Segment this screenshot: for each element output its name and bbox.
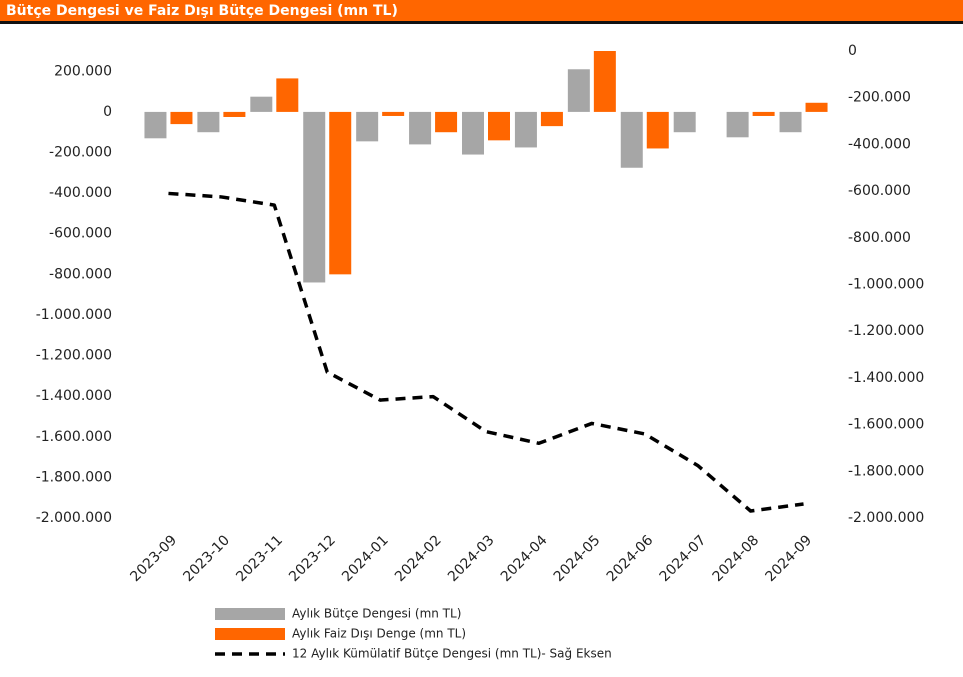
bar xyxy=(620,111,643,168)
y-tick-label: 0 xyxy=(103,104,112,120)
x-tick-label: 2024-04 xyxy=(498,532,551,585)
y2-tick-label: -1.000.000 xyxy=(848,277,924,293)
bar xyxy=(329,111,352,275)
x-tick-label: 2024-01 xyxy=(339,532,392,585)
y2-tick-label: -600.000 xyxy=(848,183,911,199)
y-tick-label: -1.200.000 xyxy=(36,348,112,364)
bar xyxy=(646,111,669,149)
y2-tick-label: -1.800.000 xyxy=(848,463,924,479)
bar xyxy=(488,111,510,141)
x-tick-label: 2024-09 xyxy=(763,532,816,585)
bar xyxy=(223,111,246,117)
x-tick-label: 2023-12 xyxy=(286,532,339,585)
y2-tick-label: 0 xyxy=(848,43,857,59)
y-tick-label: -200.000 xyxy=(49,145,112,161)
bar xyxy=(514,111,537,148)
y2-tick-label: -200.000 xyxy=(848,90,911,106)
x-tick-label: 2024-02 xyxy=(392,532,445,585)
y2-tick-label: -2.000.000 xyxy=(848,510,924,526)
y2-tick-label: -1.400.000 xyxy=(848,370,924,386)
y-tick-label: -1.400.000 xyxy=(36,388,112,404)
x-tick-label: 2024-07 xyxy=(657,532,710,585)
x-tick-label: 2024-05 xyxy=(551,532,604,585)
y-tick-label: -1.000.000 xyxy=(36,307,112,323)
bar xyxy=(435,111,458,133)
bar xyxy=(197,111,220,133)
bar xyxy=(303,111,326,283)
y-tick-label: -1.800.000 xyxy=(36,469,112,485)
line xyxy=(168,191,804,513)
bar xyxy=(170,111,193,125)
legend-swatch xyxy=(215,628,285,640)
bar xyxy=(752,111,775,116)
y-tick-label: 200.000 xyxy=(54,63,112,79)
legend-swatch xyxy=(215,608,285,620)
bar xyxy=(250,96,273,112)
bar xyxy=(356,111,379,142)
y2-tick-label: -400.000 xyxy=(848,136,911,152)
x-tick-label: 2024-03 xyxy=(445,532,498,585)
bar xyxy=(144,111,167,139)
chart-title: Bütçe Dengesi ve Faiz Dışı Bütçe Dengesi… xyxy=(6,3,398,19)
bar xyxy=(276,78,299,112)
y2-tick-label: -1.600.000 xyxy=(848,417,924,433)
bar xyxy=(673,111,696,133)
bar xyxy=(805,102,828,112)
legend-label: 12 Aylık Kümülatif Bütçe Dengesi (mn TL)… xyxy=(292,647,612,661)
x-tick-label: 2023-09 xyxy=(127,532,180,585)
title-rule xyxy=(0,21,963,24)
bar xyxy=(382,111,405,116)
y-tick-label: -800.000 xyxy=(49,266,112,282)
x-tick-label: 2023-10 xyxy=(180,532,233,585)
legend-label: Aylık Faiz Dışı Denge (mn TL) xyxy=(292,627,466,641)
x-tick-label: 2023-11 xyxy=(233,532,286,585)
x-tick-label: 2024-08 xyxy=(710,532,763,585)
bar xyxy=(462,111,484,155)
bar xyxy=(409,111,432,145)
y2-tick-label: -1.200.000 xyxy=(848,323,924,339)
y-tick-label: -1.600.000 xyxy=(36,429,112,445)
y-tick-label: -2.000.000 xyxy=(36,510,112,526)
y2-tick-label: -800.000 xyxy=(848,230,911,246)
bar xyxy=(540,111,563,127)
x-tick-label: 2024-06 xyxy=(604,532,657,585)
y-tick-label: -600.000 xyxy=(49,226,112,242)
bar xyxy=(567,69,590,112)
bar xyxy=(593,51,616,112)
y-tick-label: -400.000 xyxy=(49,185,112,201)
title-bar xyxy=(0,0,963,21)
bar xyxy=(779,111,802,133)
legend-label: Aylık Bütçe Dengesi (mn TL) xyxy=(292,607,461,621)
bar xyxy=(726,111,749,138)
